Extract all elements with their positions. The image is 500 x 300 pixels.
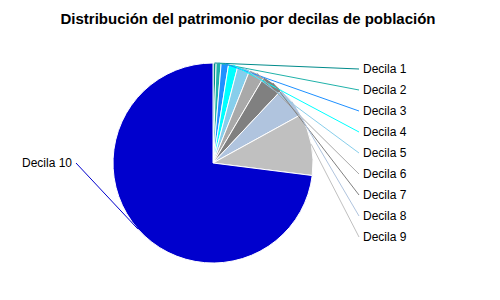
svg-text:Decila 3: Decila 3 xyxy=(363,104,407,118)
svg-text:Decila 6: Decila 6 xyxy=(363,167,407,181)
svg-text:Decila 9: Decila 9 xyxy=(363,230,407,244)
svg-text:Decila 7: Decila 7 xyxy=(363,188,407,202)
svg-text:Decila 1: Decila 1 xyxy=(363,62,407,76)
svg-text:Decila 5: Decila 5 xyxy=(363,146,407,160)
svg-text:Decila 2: Decila 2 xyxy=(363,83,407,97)
html-text:Distribución del patrimonio po: Distribución del patrimonio por decilas … xyxy=(60,10,436,27)
svg-text:Decila 4: Decila 4 xyxy=(363,125,407,139)
svg-text:Decila 10: Decila 10 xyxy=(22,156,72,170)
svg-text:Decila 8: Decila 8 xyxy=(363,209,407,223)
